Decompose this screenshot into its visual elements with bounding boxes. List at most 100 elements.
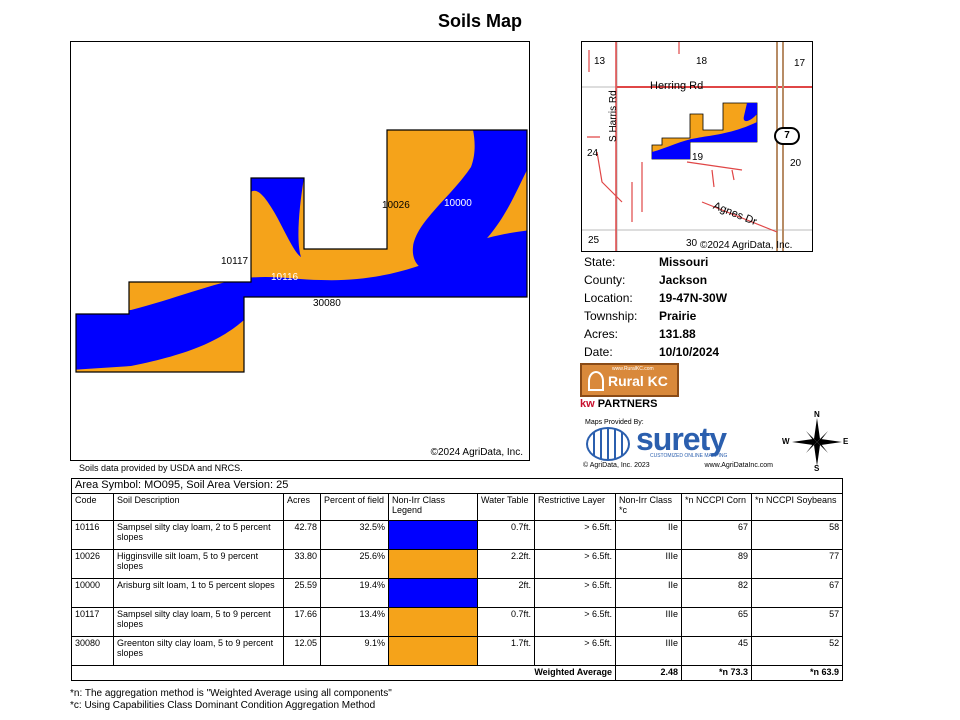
info-value: Jackson (659, 273, 708, 287)
soil-zone-10116-north (251, 178, 304, 257)
info-value: 19-47N-30W (659, 291, 728, 305)
road (631, 162, 643, 222)
header-soil-description: Soil Description (113, 493, 284, 521)
label-10116: 10116 (271, 272, 299, 283)
locator-field-blue (743, 103, 757, 122)
soil-zone-10000 (412, 130, 527, 272)
info-value: Missouri (659, 255, 709, 269)
info-value: 131.88 (659, 327, 696, 341)
cell-class: IIe (615, 520, 682, 550)
locator-copyright: ©2024 AgriData, Inc. (700, 240, 793, 251)
table-row: 30080 Greenton silty clay loam, 5 to 9 pe… (71, 636, 844, 666)
info-row-date: Date: 10/10/2024 (584, 343, 727, 361)
property-info: State: Missouri County: Jackson Location: 1… (584, 253, 727, 361)
rural-kc-url: www.RuralKC.com (612, 366, 654, 372)
source-note: Soils data provided by USDA and NRCS. (79, 463, 243, 473)
cell-water-table: 2ft. (477, 578, 535, 608)
cell-restrictive-layer: > 6.5ft. (534, 578, 616, 608)
compass-rose: N S E W (780, 410, 850, 474)
header-restrictive-layer: Restrictive Layer (534, 493, 616, 521)
surety-copyright: © AgriData, Inc. 2023 (583, 462, 650, 469)
soil-table: Area Symbol: MO095, Soil Area Version: 2… (70, 478, 844, 681)
highway-badge: 7 (774, 127, 800, 145)
surety-logo: surety CUSTOMIZED ONLINE MAPPING (584, 421, 774, 463)
cell-water-table: 2.2ft. (477, 549, 535, 579)
info-label: Date: (584, 345, 613, 359)
table-row: 10000 Arisburg silt loam, 1 to 5 percent … (71, 578, 844, 608)
label-10117: 10117 (221, 256, 249, 267)
info-row-county: County: Jackson (584, 271, 727, 289)
cell-water-table: 0.7ft. (477, 520, 535, 550)
info-row-township: Township: Prairie (584, 307, 727, 325)
compass-e: E (843, 437, 849, 446)
cell-description: Sampsel silty clay loam, 2 to 5 percent … (113, 520, 284, 550)
cell-description: Sampsel silty clay loam, 5 to 9 percent … (113, 607, 284, 637)
table-header-row: Code Soil Description Acres Percent of f… (71, 493, 844, 521)
locator-map: 13 18 17 24 19 20 25 30 Herring Rd S Har… (581, 41, 813, 252)
section-17: 17 (794, 58, 806, 69)
harris-road-label: S Harris Rd (608, 90, 619, 142)
info-row-location: Location: 19-47N-30W (584, 289, 727, 307)
table-row: 10116 Sampsel silty clay loam, 2 to 5 per… (71, 520, 844, 550)
header-percent: Percent of field (320, 493, 389, 521)
kw-mark: kw (580, 398, 595, 410)
cell-acres: 12.05 (283, 636, 321, 666)
cell-class: IIIe (615, 636, 682, 666)
cell-acres: 33.80 (283, 549, 321, 579)
cell-legend-swatch (388, 520, 478, 550)
road (686, 161, 743, 188)
maps-provided-label: Maps Provided By: (585, 419, 644, 426)
kw-text: PARTNERS (597, 398, 658, 410)
agnes-road (701, 201, 778, 233)
header-water-table: Water Table (477, 493, 535, 521)
cell-description: Greenton silty clay loam, 5 to 9 percent… (113, 636, 284, 666)
cell-nccpi-corn: 82 (681, 578, 752, 608)
locator-map-canvas (582, 42, 812, 251)
road (587, 136, 623, 203)
globe-icon (586, 427, 630, 461)
section-24: 24 (587, 148, 599, 159)
herring-road-label: Herring Rd (650, 80, 704, 92)
cell-percent: 25.6% (320, 549, 389, 579)
section-18: 18 (696, 56, 708, 67)
cell-restrictive-layer: > 6.5ft. (534, 520, 616, 550)
info-row-state: State: Missouri (584, 253, 727, 271)
compass-w: W (782, 437, 790, 446)
header-code: Code (71, 493, 114, 521)
cell-percent: 32.5% (320, 520, 389, 550)
table-caption: Area Symbol: MO095, Soil Area Version: 2… (70, 478, 844, 494)
soils-map: 10026 10000 10117 10116 30080 ©2024 Agri… (70, 41, 530, 461)
label-10026: 10026 (382, 200, 410, 211)
section-30: 30 (686, 238, 698, 249)
cell-nccpi-soy: 67 (750, 578, 844, 608)
info-label: Township: (584, 309, 638, 323)
cell-code: 10117 (71, 607, 114, 637)
header-class: Non-Irr Class *c (615, 493, 682, 521)
field-boundary (75, 129, 528, 373)
rural-kc-name: Rural KC (608, 373, 668, 389)
cell-description: Arisburg silt loam, 1 to 5 percent slope… (113, 578, 284, 608)
cell-percent: 13.4% (320, 607, 389, 637)
info-row-acres: Acres: 131.88 (584, 325, 727, 343)
cell-percent: 9.1% (320, 636, 389, 666)
weighted-corn: *n 73.3 (681, 665, 752, 681)
cell-water-table: 0.7ft. (477, 607, 535, 637)
info-label: Acres: (584, 327, 619, 341)
header-acres: Acres (283, 493, 321, 521)
cell-code: 10026 (71, 549, 114, 579)
weighted-average-label: Weighted Average (71, 665, 616, 681)
section-19: 19 (692, 152, 704, 163)
cell-legend-swatch (388, 607, 478, 637)
surety-wordmark: surety (636, 421, 727, 457)
cell-nccpi-soy: 77 (750, 549, 844, 579)
header-nccpi-corn: *n NCCPI Corn (681, 493, 752, 521)
cell-nccpi-soy: 58 (750, 520, 844, 550)
kw-partners-logo: kw PARTNERS (580, 398, 657, 410)
cell-legend-swatch (388, 549, 478, 579)
surety-tagline: CUSTOMIZED ONLINE MAPPING (650, 453, 728, 459)
cell-legend-swatch (388, 636, 478, 666)
map-copyright: ©2024 AgriData, Inc. (430, 447, 523, 458)
compass-star-icon (792, 418, 842, 466)
label-30080: 30080 (313, 298, 341, 309)
compass-n: N (814, 410, 820, 419)
